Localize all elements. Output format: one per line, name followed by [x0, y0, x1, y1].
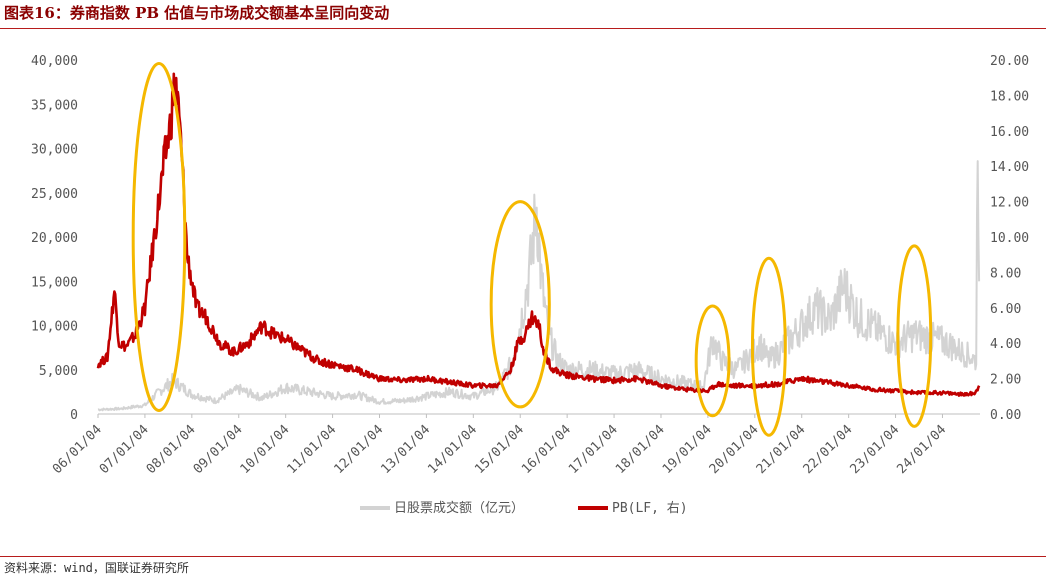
x-tick-label: 15/01/04 [472, 422, 527, 477]
right-tick-label: 0.00 [990, 408, 1021, 423]
x-tick-label: 08/01/04 [144, 422, 199, 477]
left-tick-label: 20,000 [31, 231, 78, 246]
x-tick-label: 10/01/04 [238, 422, 293, 477]
x-tick-label: 09/01/04 [191, 422, 246, 477]
left-tick-label: 5,000 [39, 364, 78, 379]
right-tick-label: 16.00 [990, 125, 1029, 140]
series-layer [96, 72, 981, 412]
left-tick-label: 25,000 [31, 187, 78, 202]
left-tick-label: 15,000 [31, 275, 78, 290]
legend-label-pb: PB(LF, 右) [612, 501, 688, 516]
legend: 日股票成交额（亿元） PB(LF, 右) [360, 500, 688, 516]
right-tick-label: 14.00 [990, 160, 1029, 175]
highlight-ellipse [750, 256, 787, 437]
annotation-layer [131, 62, 933, 437]
x-axis-ticks: 06/01/0407/01/0408/01/0409/01/0410/01/04… [50, 414, 949, 477]
right-tick-label: 12.00 [990, 196, 1029, 211]
x-tick-label: 19/01/04 [660, 422, 715, 477]
highlight-ellipse [131, 62, 187, 412]
x-tick-label: 11/01/04 [285, 422, 340, 477]
chart-title: 图表16：券商指数 PB 估值与市场成交额基本呈同向变动 [4, 4, 390, 22]
x-tick-label: 07/01/04 [97, 422, 152, 477]
x-tick-label: 16/01/04 [519, 422, 574, 477]
right-tick-label: 10.00 [990, 231, 1029, 246]
x-tick-label: 24/01/04 [894, 422, 949, 477]
series-line-pb [96, 72, 981, 397]
right-tick-label: 20.00 [990, 54, 1029, 69]
x-tick-label: 18/01/04 [613, 422, 668, 477]
x-tick-label: 12/01/04 [331, 422, 386, 477]
left-tick-label: 10,000 [31, 320, 78, 335]
bottom-rule [0, 556, 1046, 557]
right-tick-label: 18.00 [990, 89, 1029, 104]
legend-label-volume: 日股票成交额（亿元） [394, 500, 524, 516]
left-tick-label: 30,000 [31, 143, 78, 158]
right-tick-label: 8.00 [990, 266, 1021, 281]
x-tick-label: 17/01/04 [566, 422, 621, 477]
x-tick-label: 23/01/04 [847, 422, 902, 477]
series-line-volume [97, 160, 981, 412]
x-tick-label: 14/01/04 [425, 422, 480, 477]
x-tick-label: 20/01/04 [707, 422, 762, 477]
chart-area: 0 5,000 10,000 15,000 20,000 25,000 30,000 35,0… [31, 54, 1029, 516]
right-tick-label: 2.00 [990, 373, 1021, 388]
right-axis-ticks: 0.00 2.00 4.00 6.00 8.00 10.00 12.00 14.00 16.00… [990, 54, 1029, 423]
left-tick-label: 40,000 [31, 54, 78, 69]
x-tick-label: 22/01/04 [801, 422, 856, 477]
left-tick-label: 35,000 [31, 98, 78, 113]
left-tick-label: 0 [70, 408, 78, 423]
highlight-ellipse [489, 200, 551, 409]
left-axis-ticks: 0 5,000 10,000 15,000 20,000 25,000 30,000 35,0… [31, 54, 78, 423]
top-rule [0, 28, 1046, 29]
highlight-ellipse [694, 304, 731, 418]
right-tick-label: 4.00 [990, 337, 1021, 352]
right-tick-label: 6.00 [990, 302, 1021, 317]
x-tick-label: 06/01/04 [50, 422, 105, 477]
source-note: 资料来源：wind，国联证券研究所 [4, 561, 189, 575]
x-tick-label: 13/01/04 [378, 422, 433, 477]
highlight-ellipse [896, 244, 933, 428]
